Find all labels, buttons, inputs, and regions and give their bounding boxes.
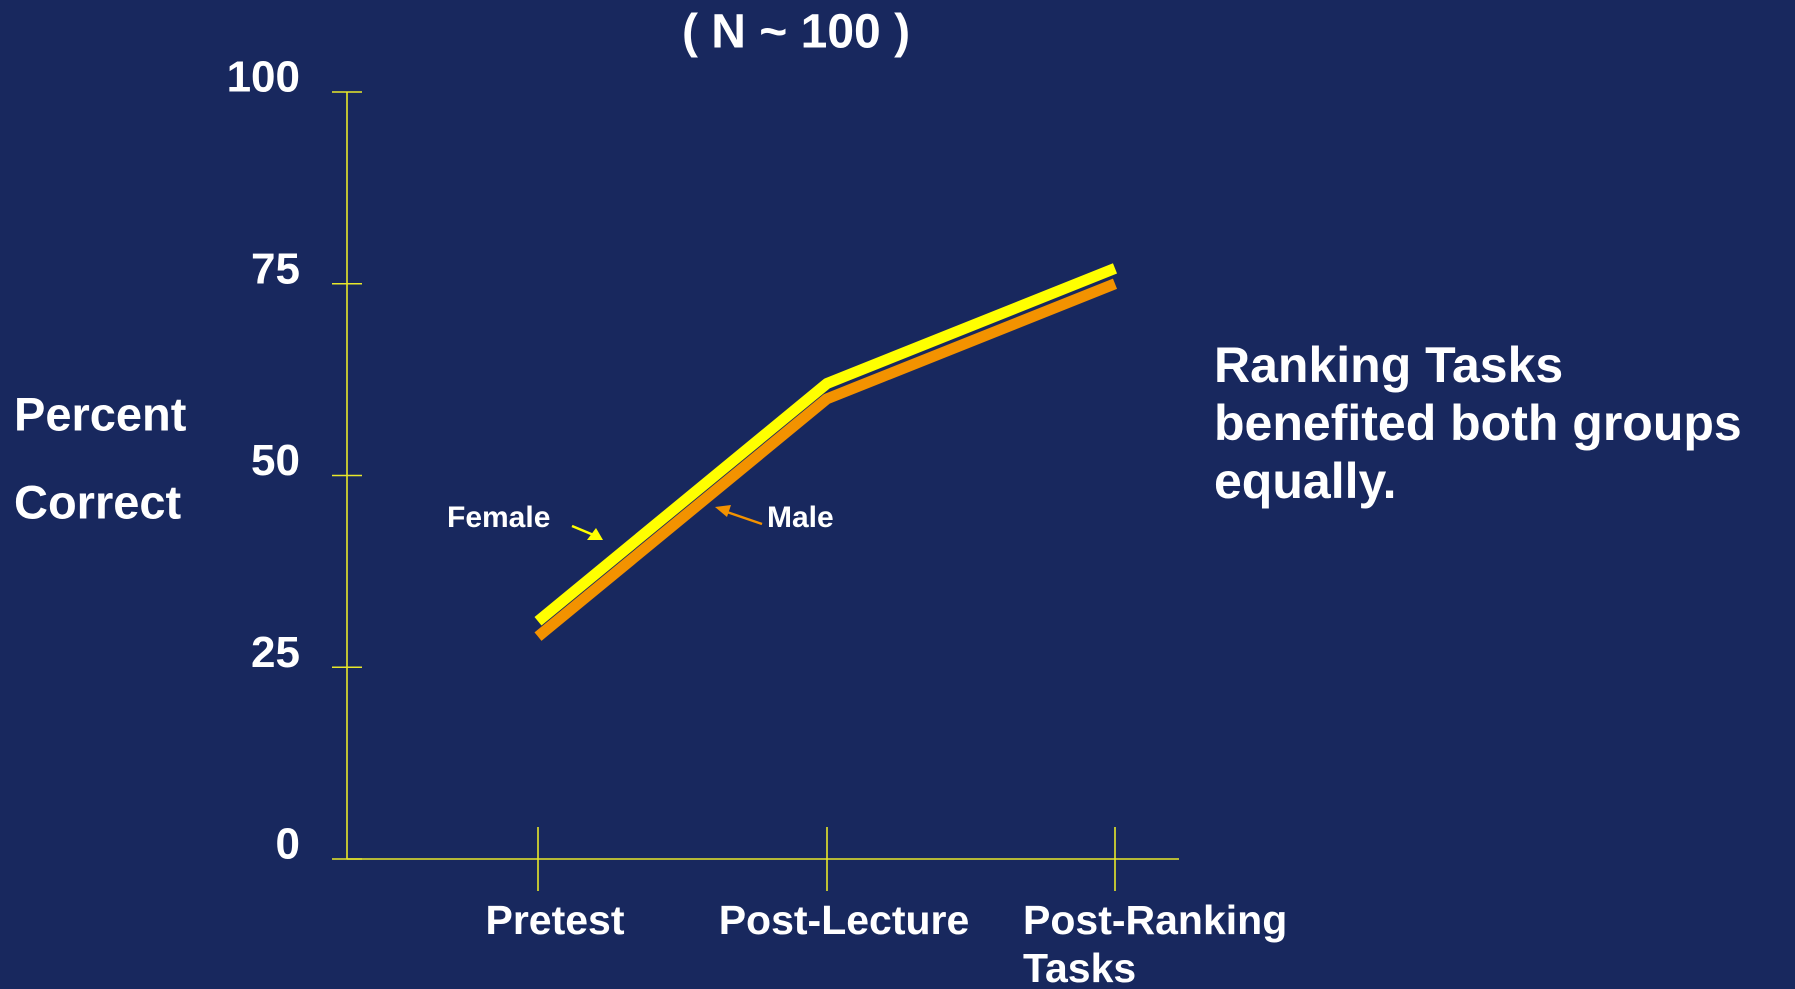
series-label: Female [447,501,550,534]
y-tick-label: 50 [251,436,300,485]
annotation: equally. [1214,453,1396,509]
label-arrow [723,509,763,526]
series-line [534,278,1118,641]
y-tick-label: 100 [227,53,300,102]
y-tick-label: 25 [251,628,300,677]
x-tick-label: Post-Ranking Tasks [1023,897,1287,989]
annotation: Ranking Tasks [1214,337,1563,393]
x-tick-label: Post-Lecture [719,897,970,943]
y-axis-label: Percent [14,387,187,440]
chart-title: ( N ~ 100 ) [682,6,910,59]
y-tick-label: 0 [276,820,300,869]
y-tick-label: 75 [251,244,300,293]
series-label: Male [767,501,834,534]
annotation: benefited both groups [1214,395,1742,451]
series-line [534,263,1118,626]
y-axis-label: Correct [14,475,182,528]
label-arrowhead [587,528,603,540]
label-arrowhead [715,505,731,517]
x-tick-label: Pretest [485,897,624,943]
